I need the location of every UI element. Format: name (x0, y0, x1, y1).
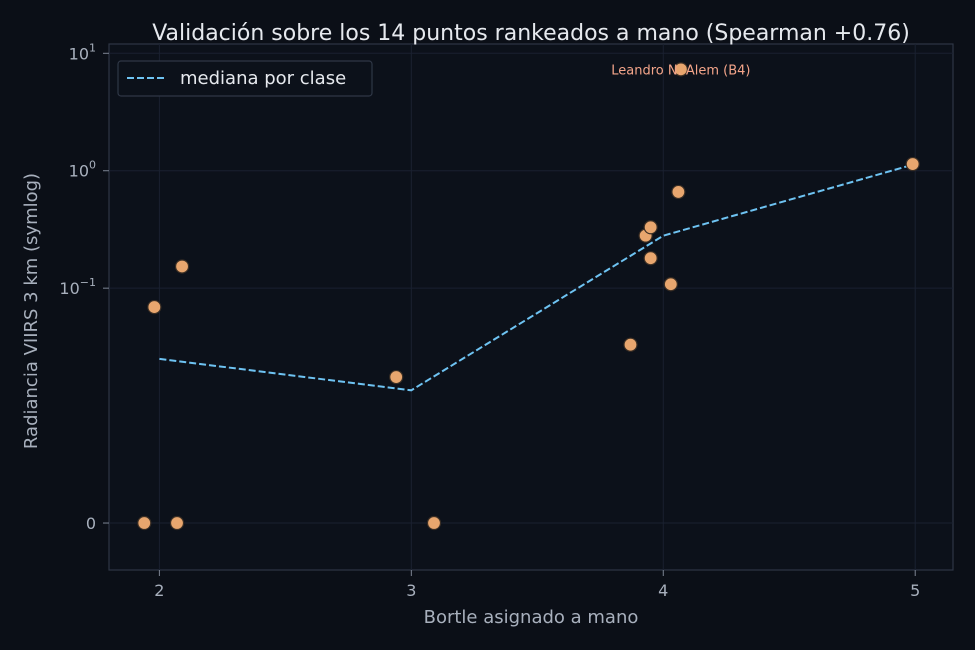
scatter-point (174, 259, 190, 274)
scatter-point (623, 337, 638, 352)
points-layer (137, 62, 920, 531)
plot-area (108, 43, 954, 571)
x-tick-label: 5 (910, 581, 920, 600)
scatter-point (137, 515, 152, 531)
point-annotation: Leandro N. Alem (B4) (611, 63, 750, 78)
scatter-point (673, 62, 689, 77)
scatter-point (671, 184, 686, 200)
x-tick-label: 2 (154, 581, 164, 600)
scatter-point (643, 251, 658, 266)
median-line-layer (159, 163, 916, 392)
legend-label-mediana: mediana por clase (180, 68, 346, 89)
scatter-point (643, 220, 658, 235)
scatter-point (169, 515, 185, 531)
legend: mediana por clase (117, 60, 373, 97)
grid (109, 44, 953, 570)
median-line (159, 163, 916, 392)
x-tick-label: 4 (658, 581, 668, 600)
x-axis-title: Bortle asignado a mano (424, 607, 639, 628)
x-tick-label: 3 (406, 581, 416, 600)
y-tick-label: 0 (86, 514, 96, 533)
y-axis-title: Radiancia VIIRS 3 km (symlog) (21, 173, 42, 449)
scatter-point (147, 299, 162, 315)
scatter-point (389, 369, 404, 385)
scatter-point (663, 277, 678, 292)
legend-box (117, 60, 373, 97)
scatter-point (905, 156, 920, 172)
annotations-layer: Leandro N. Alem (B4) (611, 63, 750, 78)
chart-title: Validación sobre los 14 puntos rankeados… (152, 21, 910, 46)
scatter-point (426, 515, 442, 531)
